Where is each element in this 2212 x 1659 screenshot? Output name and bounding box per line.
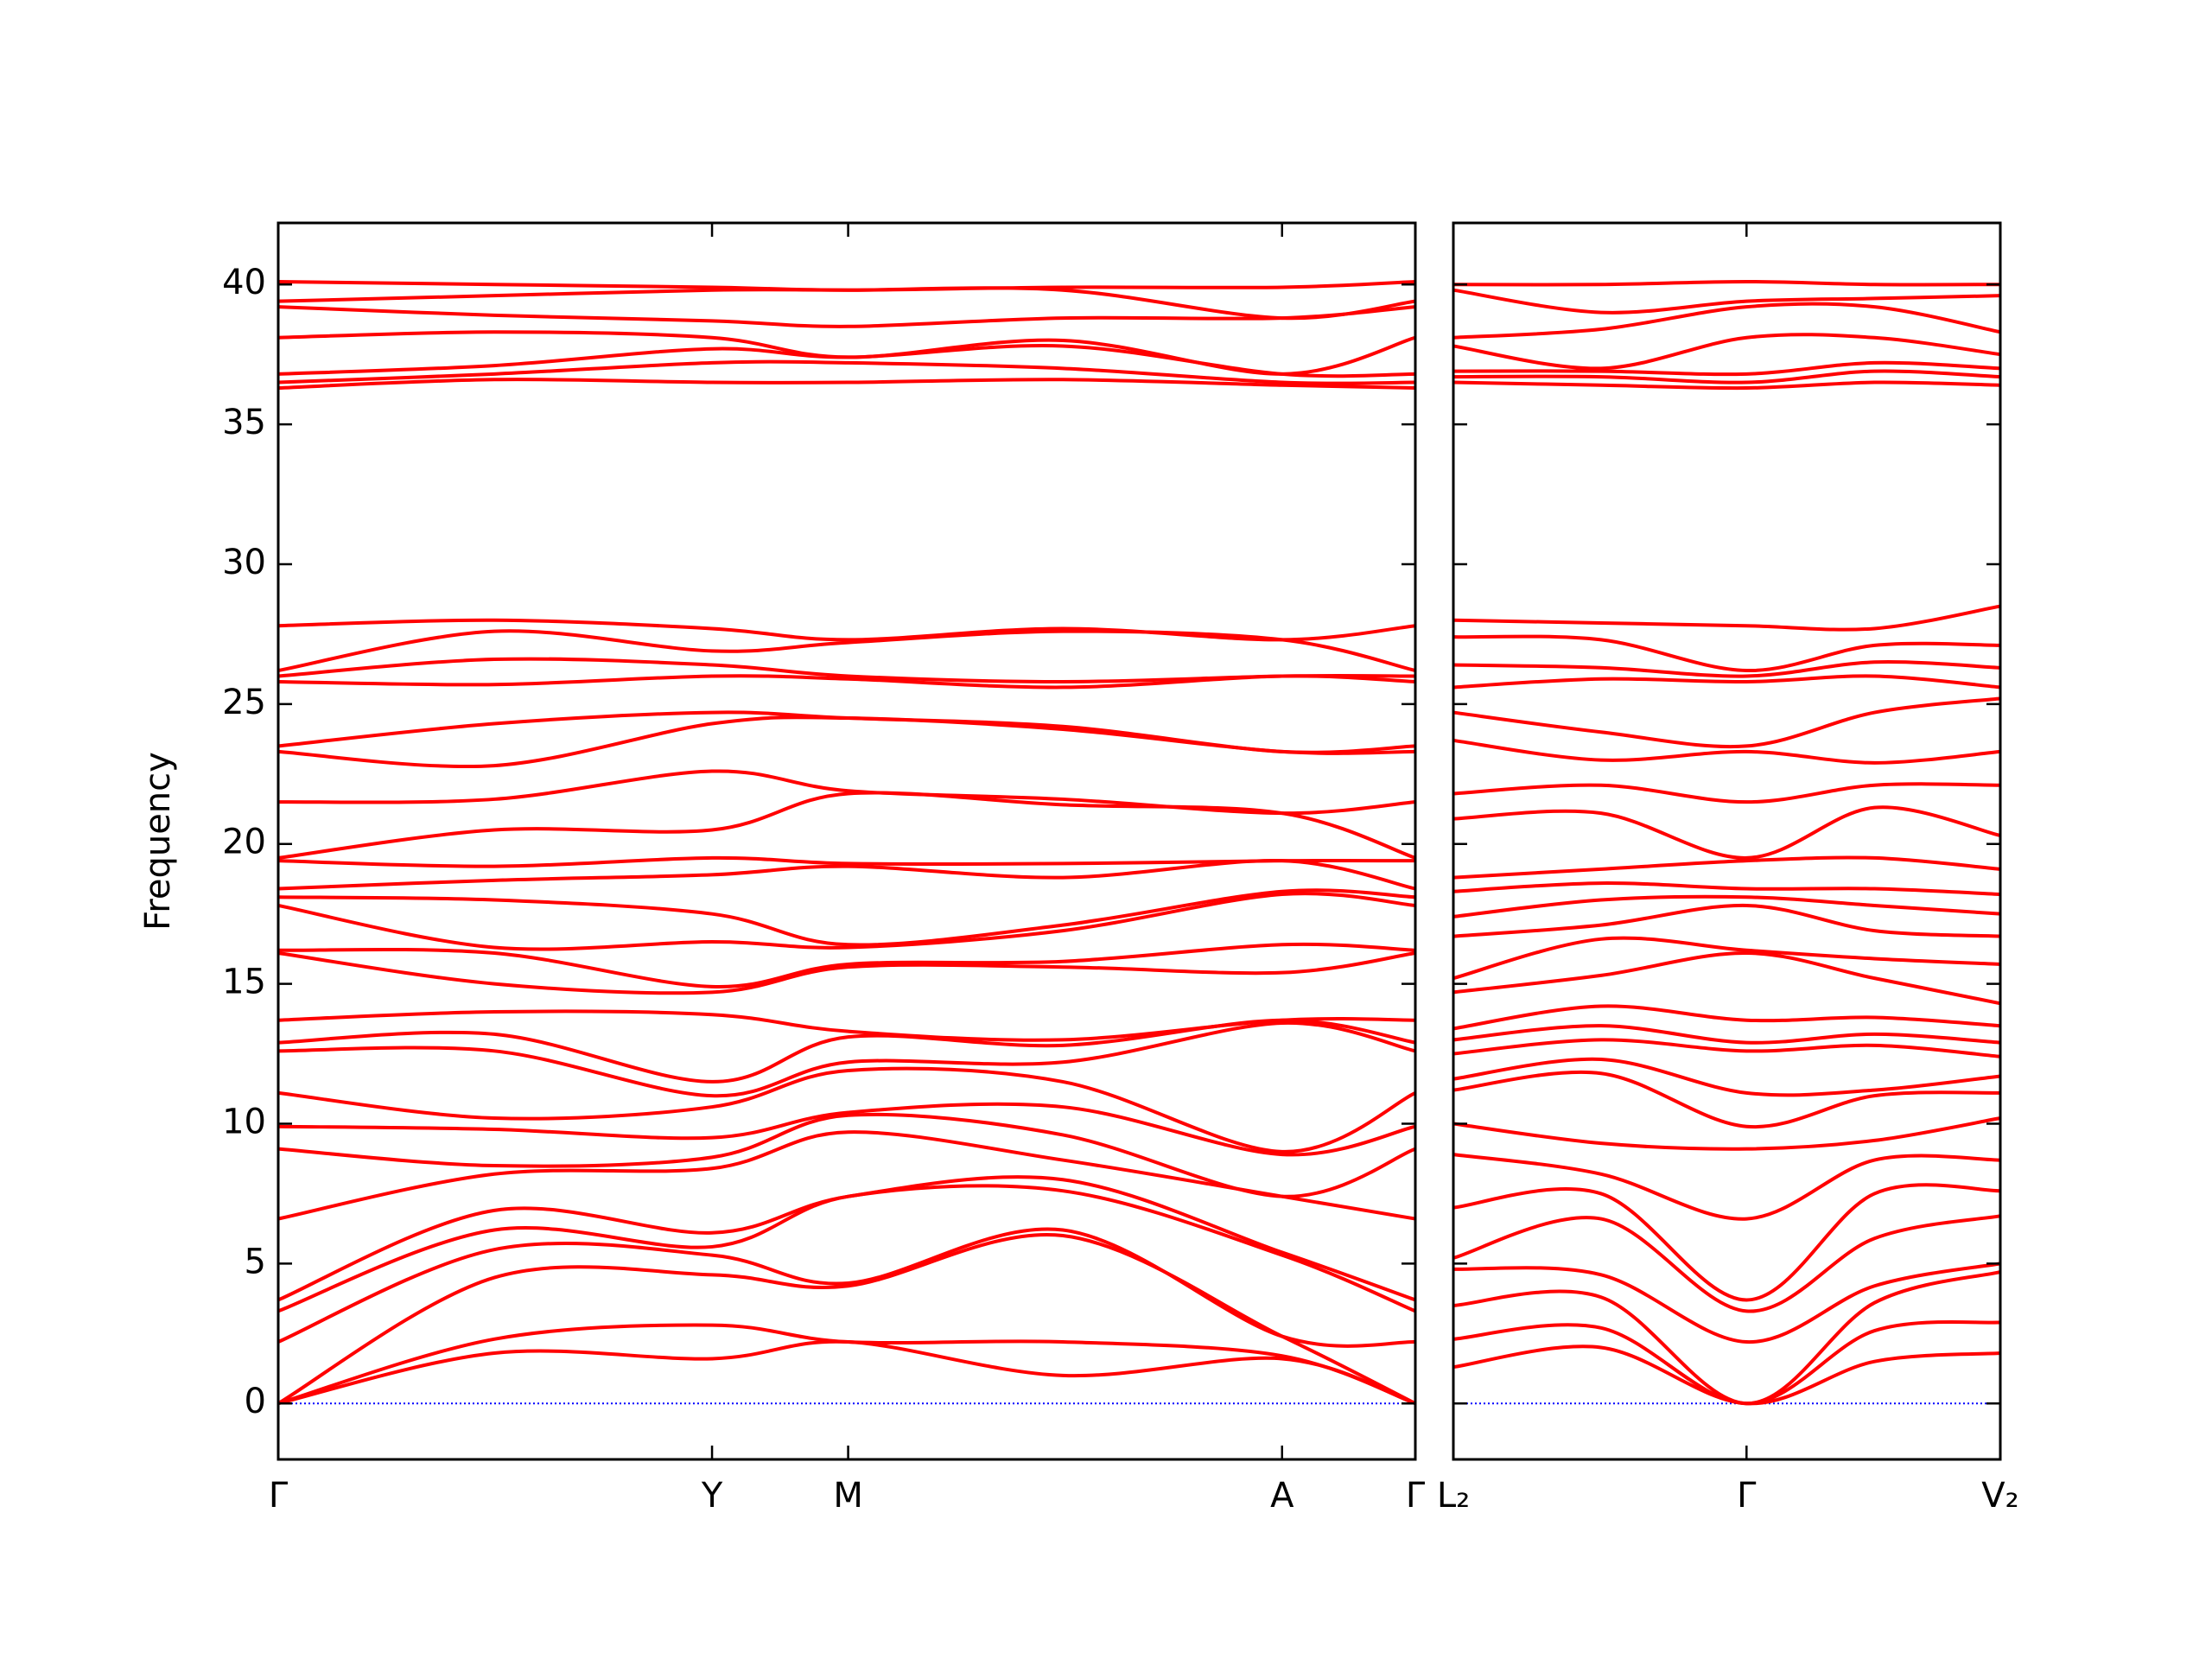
- band-line: [277, 629, 1416, 672]
- band-line: [277, 279, 1416, 292]
- band-line: [1452, 279, 2001, 287]
- x-tick-label: Y: [701, 1476, 723, 1516]
- y-axis-label: Frequency: [138, 752, 178, 931]
- band-line: [1452, 1319, 2001, 1406]
- band-line: [277, 888, 1416, 947]
- band-line: [1452, 1344, 2001, 1406]
- band-line: [277, 942, 1416, 988]
- band-line: [1452, 782, 2001, 804]
- band-line: [1452, 1262, 2001, 1344]
- x-tick-label: V₂: [1981, 1476, 2018, 1516]
- band-line: [277, 1020, 1416, 1098]
- band-line: [277, 710, 1416, 754]
- band-line: [1452, 380, 2001, 391]
- x-tick-label: Γ: [269, 1476, 289, 1516]
- y-tick-label: 20: [222, 823, 266, 862]
- band-line: [1452, 1057, 2001, 1097]
- x-tick-label: Γ: [1737, 1476, 1757, 1516]
- band-line: [1452, 1183, 2001, 1302]
- band-line: [1452, 302, 2001, 340]
- band-line: [277, 769, 1416, 816]
- band-line: [277, 855, 1416, 868]
- band-line: [1452, 1153, 2001, 1221]
- band-line: [277, 378, 1416, 391]
- band-line: [1452, 660, 2001, 678]
- band-line: [1452, 1116, 2001, 1151]
- band-line: [1452, 634, 2001, 673]
- band-line: [277, 359, 1416, 385]
- band-line: [277, 1112, 1416, 1198]
- x-tick-label: Γ: [1406, 1476, 1426, 1516]
- band-line: [1452, 1024, 2001, 1045]
- band-line: [1452, 1214, 2001, 1313]
- band-line: [277, 330, 1416, 376]
- band-line: [1452, 1270, 2001, 1406]
- band-line: [277, 892, 1416, 951]
- band-line: [277, 715, 1416, 769]
- band-line: [277, 1102, 1416, 1157]
- y-tick-label: 40: [222, 263, 266, 302]
- band-line: [1452, 288, 2001, 315]
- band-line: [1452, 1038, 2001, 1058]
- band-line: [1452, 333, 2001, 371]
- x-tick-label: A: [1270, 1476, 1294, 1516]
- band-line: [277, 1227, 1416, 1348]
- band-line: [1452, 805, 2001, 860]
- band-line: [1452, 1070, 2001, 1129]
- band-line: [1452, 894, 2001, 918]
- y-tick-label: 5: [245, 1242, 266, 1281]
- x-tick-label: L₂: [1437, 1476, 1470, 1516]
- plot-frame: [276, 221, 1417, 1461]
- band-line: [277, 1184, 1416, 1313]
- band-line: [1452, 855, 2001, 880]
- y-tick-label: 10: [222, 1102, 266, 1141]
- band-line: [277, 951, 1416, 995]
- band-line: [1452, 903, 2001, 938]
- band-line: [1452, 604, 2001, 632]
- band-line: [1452, 1004, 2001, 1031]
- band-line: [277, 1323, 1416, 1406]
- band-line: [1452, 369, 2001, 385]
- band-line: [277, 1175, 1416, 1302]
- band-line: [1452, 738, 2001, 765]
- y-tick-label: 0: [245, 1382, 266, 1421]
- plot-frame: [1452, 221, 2002, 1461]
- band-line: [1452, 881, 2001, 897]
- y-tick-label: 30: [222, 543, 266, 582]
- band-line: [1452, 696, 2001, 749]
- band-line: [277, 618, 1416, 642]
- y-tick-label: 15: [222, 963, 266, 1002]
- band-line: [1452, 360, 2001, 377]
- band-line: [277, 1018, 1416, 1084]
- y-tick-label: 25: [222, 683, 266, 722]
- band-line: [277, 1009, 1416, 1042]
- band-line: [1452, 936, 2001, 981]
- band-line: [277, 1066, 1416, 1154]
- band-line: [277, 657, 1416, 683]
- x-tick-label: M: [833, 1476, 863, 1516]
- y-tick-label: 35: [222, 403, 266, 442]
- band-line: [1452, 950, 2001, 1006]
- band-line: [1452, 674, 2001, 690]
